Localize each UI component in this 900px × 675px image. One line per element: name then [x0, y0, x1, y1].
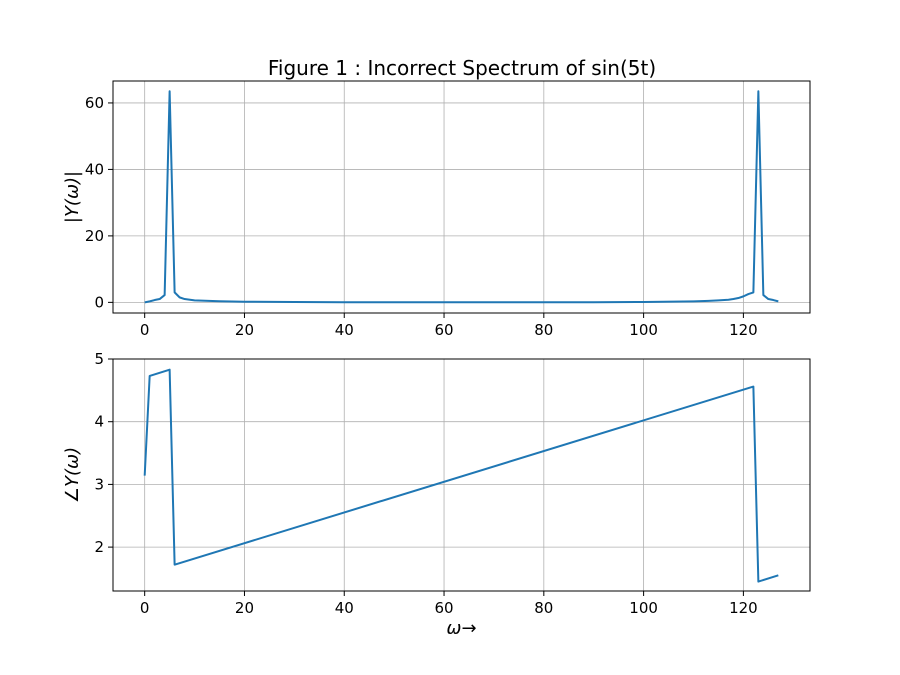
y-tick-label: 60 — [85, 94, 104, 112]
x-tick-label: 0 — [140, 321, 150, 339]
y-tick-label: 5 — [94, 350, 104, 368]
axes-frame — [113, 81, 810, 313]
phase-series-line — [145, 370, 779, 582]
x-tick-label: 60 — [434, 599, 453, 617]
x-tick-label: 120 — [729, 321, 758, 339]
x-tick-label: 60 — [434, 321, 453, 339]
x-tick-label: 40 — [335, 321, 354, 339]
magnitude-series-line — [145, 91, 779, 302]
x-tick-label: 80 — [534, 599, 553, 617]
x-tick-label: 80 — [534, 321, 553, 339]
y-axis-label: ∠Y(ω) — [62, 447, 83, 503]
x-axis-label: ω→ — [446, 618, 476, 639]
x-tick-label: 120 — [729, 599, 758, 617]
y-tick-label: 2 — [94, 538, 104, 556]
y-tick-label: 4 — [94, 413, 104, 431]
y-tick-label: 3 — [94, 475, 104, 493]
x-tick-label: 20 — [235, 321, 254, 339]
y-axis-label: |Y(ω)| — [62, 171, 83, 223]
x-tick-label: 0 — [140, 599, 150, 617]
figure-title: Figure 1 : Incorrect Spectrum of sin(5t) — [268, 56, 656, 80]
magnitude-plot: 0 20 40 60 80 100 120 0 20 40 60 |Y(ω)| — [62, 81, 810, 339]
x-tick-label: 20 — [235, 599, 254, 617]
phase-plot: 0 20 40 60 80 100 120 2 3 4 5 ∠Y(ω) ω→ — [62, 350, 810, 639]
x-tick-label: 100 — [629, 599, 658, 617]
y-tick-label: 40 — [85, 160, 104, 178]
y-tick-label: 0 — [94, 293, 104, 311]
x-tick-label: 40 — [335, 599, 354, 617]
y-tick-label: 20 — [85, 227, 104, 245]
axes-frame — [113, 359, 810, 591]
x-tick-label: 100 — [629, 321, 658, 339]
